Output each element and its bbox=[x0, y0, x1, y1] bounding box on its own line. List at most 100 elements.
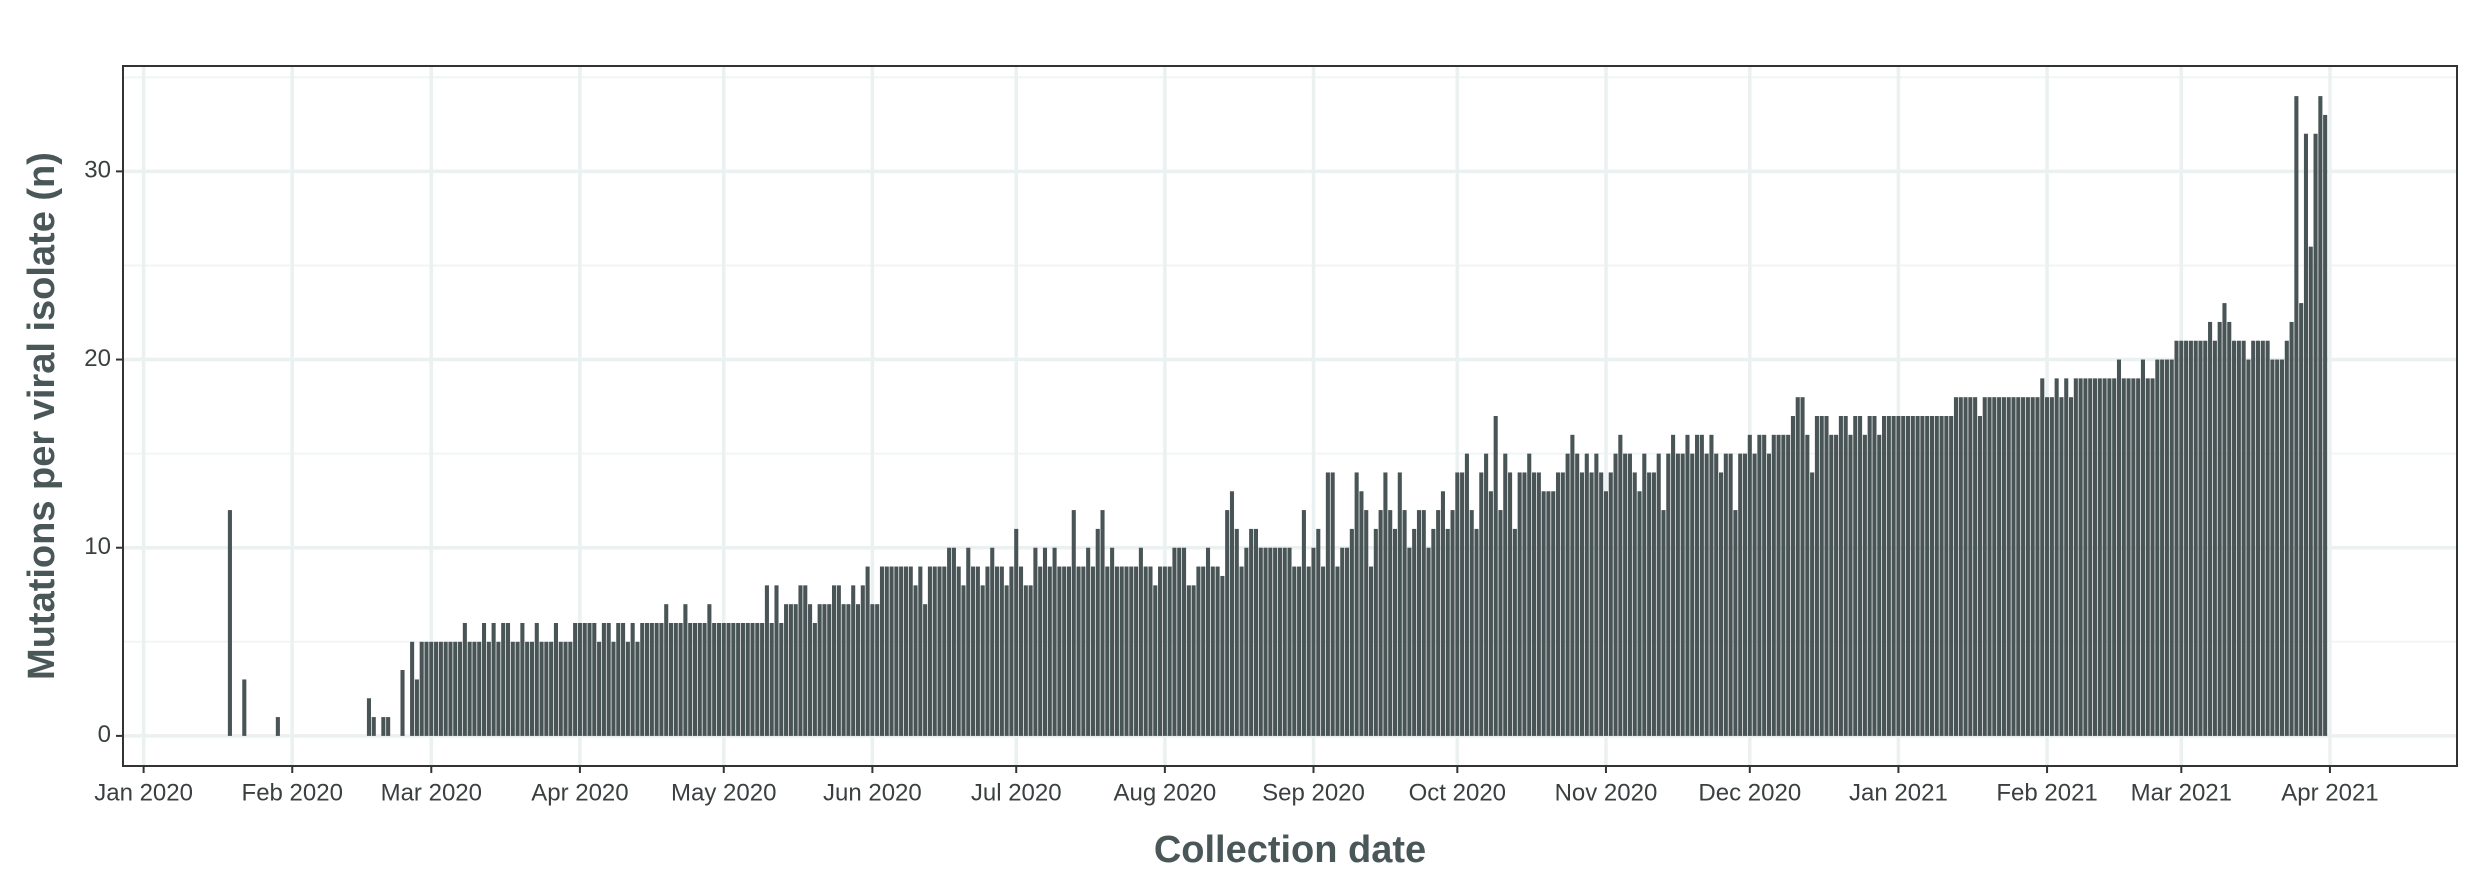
bar bbox=[1992, 397, 1997, 736]
bar bbox=[275, 717, 280, 736]
bar bbox=[2011, 397, 2016, 736]
bar bbox=[1637, 491, 1642, 736]
bar bbox=[2217, 321, 2222, 736]
bar bbox=[477, 641, 482, 736]
bar bbox=[1119, 566, 1124, 736]
bar bbox=[923, 604, 928, 736]
bar bbox=[836, 585, 841, 736]
bar bbox=[419, 641, 424, 736]
bar bbox=[999, 566, 1004, 736]
bar bbox=[491, 622, 496, 736]
bar bbox=[1215, 566, 1220, 736]
bar bbox=[1819, 416, 1824, 736]
bar bbox=[1292, 566, 1297, 736]
bar bbox=[558, 641, 563, 736]
bar bbox=[1129, 566, 1134, 736]
bar bbox=[1632, 472, 1637, 736]
x-axis-title: Collection date bbox=[1154, 829, 1426, 871]
bar bbox=[2136, 378, 2141, 736]
bar bbox=[1172, 547, 1177, 736]
bar bbox=[2308, 246, 2313, 736]
bar bbox=[1973, 397, 1978, 736]
bar bbox=[2313, 133, 2318, 736]
bar bbox=[2294, 96, 2299, 736]
bar bbox=[448, 641, 453, 736]
bar bbox=[2116, 359, 2122, 736]
bar bbox=[1057, 566, 1062, 736]
bar bbox=[784, 604, 789, 736]
bar bbox=[1752, 453, 1757, 736]
bar bbox=[683, 604, 688, 736]
bar bbox=[1484, 453, 1489, 736]
bar bbox=[1517, 472, 1522, 736]
bar bbox=[1282, 547, 1287, 736]
bar bbox=[1249, 528, 1254, 736]
bar bbox=[2193, 340, 2198, 736]
bar bbox=[1877, 434, 1882, 736]
x-tick-label: Apr 2020 bbox=[531, 779, 628, 806]
bar bbox=[645, 622, 650, 736]
bar bbox=[2016, 397, 2021, 736]
bar bbox=[1910, 416, 1915, 736]
bar bbox=[1675, 453, 1680, 736]
bar bbox=[664, 604, 669, 736]
bar bbox=[1138, 547, 1143, 736]
bar bbox=[2025, 397, 2030, 736]
bar bbox=[410, 641, 415, 736]
bar bbox=[1987, 397, 1992, 736]
bar bbox=[1009, 566, 1014, 736]
bar bbox=[2232, 340, 2237, 736]
bar bbox=[1560, 472, 1565, 736]
bar bbox=[1244, 547, 1249, 736]
bar bbox=[1364, 510, 1369, 736]
bar bbox=[1042, 547, 1048, 736]
bar bbox=[712, 622, 717, 736]
bar bbox=[549, 641, 554, 736]
bar bbox=[429, 641, 434, 736]
bar bbox=[1858, 416, 1863, 736]
bar bbox=[1570, 434, 1575, 736]
bar bbox=[1095, 528, 1100, 736]
bar bbox=[932, 566, 937, 736]
bar bbox=[2054, 378, 2059, 736]
bar bbox=[1848, 434, 1853, 736]
bar bbox=[2284, 340, 2289, 736]
bar bbox=[1575, 453, 1580, 736]
bar bbox=[534, 622, 539, 736]
bar bbox=[2131, 378, 2136, 736]
bar bbox=[1301, 510, 1306, 736]
bar bbox=[587, 622, 592, 736]
bar bbox=[937, 566, 942, 736]
bar bbox=[2030, 397, 2035, 736]
bar bbox=[1325, 472, 1330, 736]
bar bbox=[1440, 491, 1445, 736]
bar bbox=[1158, 566, 1163, 736]
bar bbox=[1263, 547, 1268, 736]
bar bbox=[1810, 472, 1815, 736]
bar bbox=[2160, 359, 2165, 736]
bar bbox=[774, 585, 779, 736]
bar bbox=[1824, 416, 1829, 736]
bar bbox=[1201, 566, 1206, 736]
bar bbox=[481, 622, 487, 736]
bar bbox=[707, 604, 712, 736]
bar bbox=[745, 622, 750, 736]
bar bbox=[414, 679, 419, 736]
bar bbox=[808, 604, 813, 736]
bar bbox=[1110, 547, 1115, 736]
x-tick-label: Mar 2021 bbox=[2131, 779, 2232, 806]
bar bbox=[1599, 472, 1604, 736]
bar bbox=[1671, 434, 1676, 736]
bar bbox=[1023, 585, 1028, 736]
bar bbox=[1623, 453, 1628, 736]
bar bbox=[496, 641, 501, 736]
bar bbox=[654, 622, 659, 736]
bar bbox=[1383, 472, 1388, 736]
bar bbox=[1373, 528, 1378, 736]
bar bbox=[1968, 397, 1973, 736]
bar bbox=[1340, 547, 1345, 736]
bar bbox=[1153, 585, 1158, 736]
bar bbox=[1469, 510, 1474, 736]
